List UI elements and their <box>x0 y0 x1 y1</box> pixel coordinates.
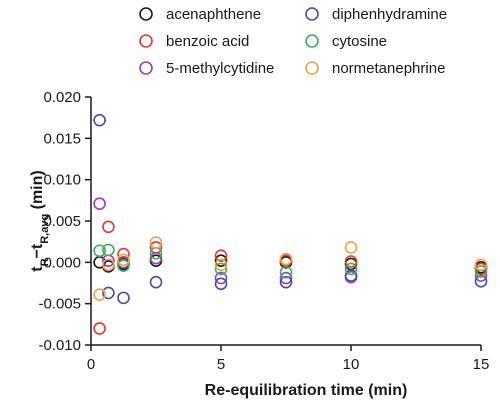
data-point <box>93 244 106 258</box>
plot-area <box>93 113 488 335</box>
legend-marker <box>305 34 319 48</box>
legend-item: cytosine <box>305 33 387 50</box>
legend-item: diphenhydramine <box>305 6 447 23</box>
data-point <box>117 253 130 267</box>
legend-label: cytosine <box>332 33 387 50</box>
legend-label: acenaphthene <box>166 6 261 23</box>
data-point <box>279 275 293 289</box>
data-point <box>93 322 106 335</box>
y-label-unit: (min) <box>29 170 46 214</box>
series-normetanephrine <box>93 236 488 301</box>
y-tick-label: -0.005 <box>38 296 81 313</box>
y-tick-label: 0.000 <box>43 254 81 271</box>
data-point <box>102 258 115 272</box>
y-axis-label: tR−tR,avg (min) <box>29 170 51 271</box>
y-label-sub1: R <box>39 258 51 266</box>
y-tick-label: 0.015 <box>43 130 81 147</box>
data-point <box>344 269 358 282</box>
data-point <box>102 286 115 300</box>
data-point <box>102 220 115 234</box>
data-point <box>279 271 293 285</box>
data-point <box>214 254 228 267</box>
data-point <box>474 275 488 288</box>
legend-marker <box>139 7 153 21</box>
data-point <box>149 251 163 265</box>
data-point <box>344 255 358 268</box>
legend-marker <box>305 61 319 75</box>
data-point <box>344 241 358 254</box>
data-point <box>149 236 163 249</box>
data-point <box>93 113 106 127</box>
axes: -0.010 -0.005 0.000 0.005 0.010 0.015 0.020 0 5 1… <box>38 89 489 373</box>
x-tick-label: 15 <box>473 356 490 373</box>
data-point <box>93 288 106 301</box>
data-point <box>214 258 228 272</box>
data-point <box>149 275 163 289</box>
data-point <box>214 249 228 263</box>
y-tick-label: 0.010 <box>43 172 81 189</box>
data-point <box>214 262 228 276</box>
y-label-main: t <box>29 266 46 272</box>
legend-item: normetanephrine <box>305 60 445 77</box>
legend-marker <box>139 61 153 75</box>
y-label-minus: −t <box>29 243 46 258</box>
data-point <box>279 265 293 279</box>
legend-label: 5-methylcytidine <box>166 60 274 77</box>
y-tick-label: -0.010 <box>38 337 81 354</box>
data-point <box>279 252 293 266</box>
legend-item: acenaphthene <box>139 6 261 23</box>
series-cytosine <box>93 243 488 279</box>
data-point <box>117 259 130 272</box>
x-tick-label: 10 <box>343 356 360 373</box>
legend: acenaphthene benzoic acid 5-methylcytidine… <box>139 6 447 77</box>
legend-label: normetanephrine <box>332 60 445 77</box>
data-point <box>344 262 358 276</box>
series-5-methylcytidine <box>93 197 488 285</box>
x-tick-label: 5 <box>217 356 225 373</box>
series-diphenhydramine <box>93 113 488 305</box>
legend-marker <box>139 34 153 48</box>
legend-item: 5-methylcytidine <box>139 60 274 77</box>
data-point <box>214 271 228 285</box>
legend-label: benzoic acid <box>166 33 249 50</box>
y-tick-label: 0.005 <box>43 213 81 230</box>
data-point <box>117 291 130 305</box>
data-point <box>474 265 488 278</box>
data-point <box>102 243 115 257</box>
data-point <box>93 197 106 210</box>
data-point <box>214 277 228 291</box>
data-point <box>474 258 488 272</box>
legend-label: diphenhydramine <box>332 6 447 23</box>
y-tick-label: 0.020 <box>43 89 81 106</box>
x-axis-label: Re-equilibration time (min) <box>205 382 408 399</box>
legend-item: benzoic acid <box>139 33 249 50</box>
legend-marker <box>305 7 319 21</box>
y-label-sub2: R,avg <box>39 214 51 244</box>
x-tick-label: 0 <box>87 356 95 373</box>
